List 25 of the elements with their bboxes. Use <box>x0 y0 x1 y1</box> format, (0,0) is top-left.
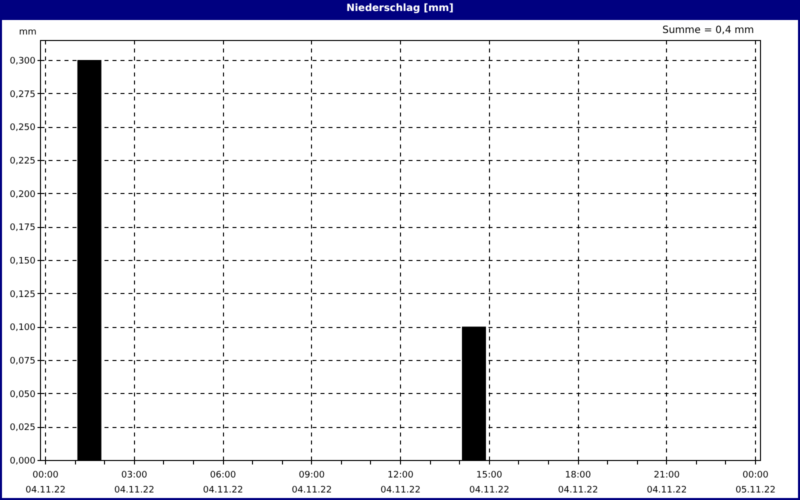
x-tick-label: 15:00 04.11.22 <box>469 470 510 496</box>
y-tick-label: 0,075 <box>10 356 36 366</box>
x-tick-label: 03:00 04.11.22 <box>114 470 154 496</box>
y-tick-label: 0,125 <box>10 290 36 300</box>
x-tick-label: 00:00 04.11.22 <box>25 470 66 496</box>
y-tick-label: 0,175 <box>10 223 36 234</box>
y-tick-label: 0,250 <box>10 123 36 134</box>
x-tick-label: 06:00 04.11.22 <box>202 470 244 496</box>
y-tick-label: 0,025 <box>10 423 36 434</box>
y-tick-label: 0,100 <box>10 323 36 334</box>
y-tick-label: 0,050 <box>10 390 36 400</box>
y-tick-label: 0,225 <box>10 156 36 166</box>
text: Summe = 0,4 mm <box>662 25 754 36</box>
y-tick-label: 0,300 <box>10 56 36 66</box>
x-tick-label: 00:00 05.11.22 <box>735 470 776 496</box>
x-tick-label: 21:00 04.11.22 <box>646 470 687 496</box>
x-tick-label: 12:00 04.11.22 <box>380 470 421 496</box>
x-tick-label: 18:00 04.11.22 <box>558 470 598 496</box>
y-tick-label: 0,275 <box>10 90 36 100</box>
y-axis-title: mm <box>18 28 36 38</box>
y-tick-label: 0,150 <box>10 256 36 266</box>
x-tick-label: 09:00 04.11.22 <box>292 470 332 496</box>
y-tick-label: 0,200 <box>10 190 36 200</box>
chart-title: Niederschlag [mm] <box>345 2 455 16</box>
y-tick-label: 0,000 <box>10 456 36 466</box>
